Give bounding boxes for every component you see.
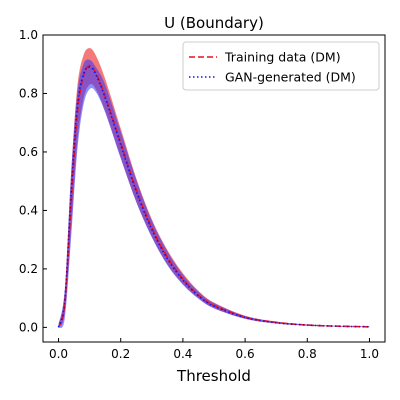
y-tick-label: 0.2 [19, 262, 38, 276]
y-tick-label: 1.0 [19, 28, 38, 42]
x-tick-label: 0.2 [111, 347, 130, 361]
chart-title: U (Boundary) [164, 14, 264, 32]
legend: Training data (DM) GAN-generated (DM) [182, 41, 380, 91]
x-tick-label: 0.4 [173, 347, 192, 361]
x-tick-label: 0.8 [298, 347, 317, 361]
x-tick-label: 1.0 [360, 347, 379, 361]
y-tick-label: 0.4 [19, 203, 38, 217]
x-tick-label: 0.6 [236, 347, 255, 361]
plot-frame [42, 34, 386, 343]
x-axis-label: Threshold [176, 367, 251, 385]
y-tick-label: 0.6 [19, 145, 38, 159]
legend-box [182, 41, 380, 91]
band-gan [58, 59, 370, 328]
legend-label: GAN-generated (DM) [225, 70, 356, 85]
y-tick-label: 0.0 [19, 320, 38, 334]
legend-label: Training data (DM) [224, 50, 341, 65]
y-tick-label: 0.8 [19, 86, 38, 100]
x-tick-label: 0.0 [49, 347, 68, 361]
